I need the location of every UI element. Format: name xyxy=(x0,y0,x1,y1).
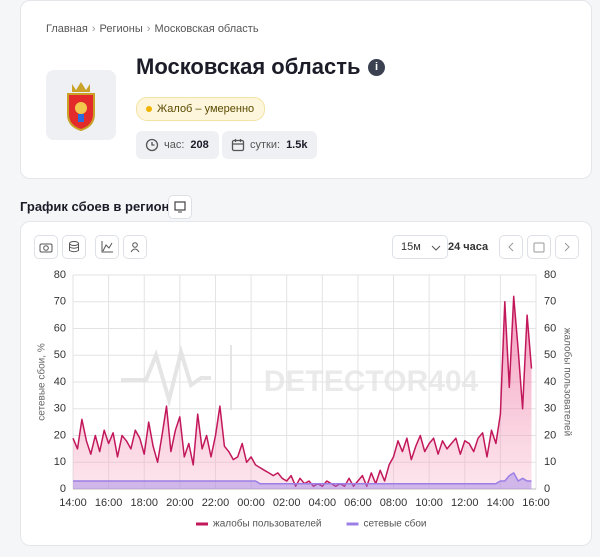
chart-button[interactable] xyxy=(95,235,119,259)
watermark xyxy=(121,344,232,410)
x-tick-label: 10:00 xyxy=(415,497,443,509)
interval-select[interactable]: 15м xyxy=(392,235,448,259)
legend-label: жалобы пользователей xyxy=(213,518,322,530)
camera-button[interactable] xyxy=(34,235,58,259)
y-tick-label: 30 xyxy=(54,403,66,415)
y-tick-label: 40 xyxy=(54,376,66,388)
series-line xyxy=(73,472,532,485)
y-tick-label: 0 xyxy=(60,483,66,495)
stat-value: 208 xyxy=(190,139,209,151)
y2-tick-label: 0 xyxy=(544,483,550,495)
chart: DETECTOR404 0 10 20 30 40 50 60 70 80 0 10 20 30 40 50… xyxy=(36,269,574,530)
legend-label: сетевые сбои xyxy=(364,518,427,530)
x-tick-label: 16:00 xyxy=(522,497,550,509)
y-tick-label: 80 xyxy=(54,269,66,281)
prev-button[interactable] xyxy=(499,235,523,259)
coat-of-arms xyxy=(67,82,95,132)
y2-tick-label: 70 xyxy=(544,296,556,308)
x-tick-label: 14:00 xyxy=(59,497,87,509)
interval-value: 15м xyxy=(401,241,421,253)
y2-tick-label: 50 xyxy=(544,349,556,361)
period-label: 24 часа xyxy=(448,241,489,253)
stat-chip: час: 208 xyxy=(136,131,219,159)
region-title: Московская область xyxy=(136,54,361,79)
x-tick-label: 20:00 xyxy=(166,497,194,509)
stat-label: час: xyxy=(164,139,185,151)
y2-tick-label: 60 xyxy=(544,322,556,334)
next-button[interactable] xyxy=(555,235,579,259)
stat-label: сутки: xyxy=(250,139,281,151)
x-tick-label: 12:00 xyxy=(451,497,479,509)
crumb[interactable]: Главная xyxy=(46,23,88,35)
series-line xyxy=(72,295,533,488)
x-tick-label: 06:00 xyxy=(344,497,372,509)
status-badge: Жалоб – умеренно xyxy=(136,97,266,121)
x-tick-label: 08:00 xyxy=(380,497,408,509)
watermark-text: DETECTOR404 xyxy=(264,365,479,398)
y-tick-label: 60 xyxy=(54,322,66,334)
clock-icon xyxy=(145,138,159,152)
series-area xyxy=(73,296,532,489)
user-button[interactable] xyxy=(123,235,147,259)
data-button[interactable] xyxy=(62,235,86,259)
y-tick-label: 70 xyxy=(54,296,66,308)
y2-tick-label: 80 xyxy=(544,269,556,281)
breadcrumb: Главная › Регионы › Московская область xyxy=(46,23,259,35)
x-tick-label: 00:00 xyxy=(237,497,265,509)
calendar-button[interactable] xyxy=(527,235,551,259)
stat-chip: сутки: 1.5k xyxy=(222,131,318,159)
y2-tick-label: 10 xyxy=(544,456,556,468)
series-area xyxy=(73,472,532,489)
section-title: График сбоев в регионе xyxy=(20,199,177,214)
tv-button[interactable] xyxy=(168,195,192,219)
x-tick-label: 16:00 xyxy=(95,497,123,509)
x-tick-label: 04:00 xyxy=(309,497,337,509)
stat-value: 1.5k xyxy=(286,139,308,151)
y2-tick-label: 30 xyxy=(544,403,556,415)
x-tick-label: 18:00 xyxy=(130,497,158,509)
y-axis-label: сетевые сбои, % xyxy=(36,343,48,421)
calendar-icon xyxy=(231,139,245,152)
y-tick-label: 50 xyxy=(54,349,66,361)
y2-axis-label: жалобы пользователей xyxy=(561,328,573,437)
y-tick-label: 20 xyxy=(54,429,66,441)
x-tick-label: 22:00 xyxy=(202,497,230,509)
info-button[interactable]: i xyxy=(368,59,385,76)
y-tick-label: 10 xyxy=(54,456,66,468)
y2-tick-label: 20 xyxy=(544,429,556,441)
y2-tick-label: 40 xyxy=(544,376,556,388)
crumb[interactable]: Регионы xyxy=(99,23,143,35)
region-logo xyxy=(46,70,116,140)
x-tick-label: 14:00 xyxy=(487,497,515,509)
x-tick-label: 02:00 xyxy=(273,497,301,509)
crumb: Московская область xyxy=(154,23,259,35)
